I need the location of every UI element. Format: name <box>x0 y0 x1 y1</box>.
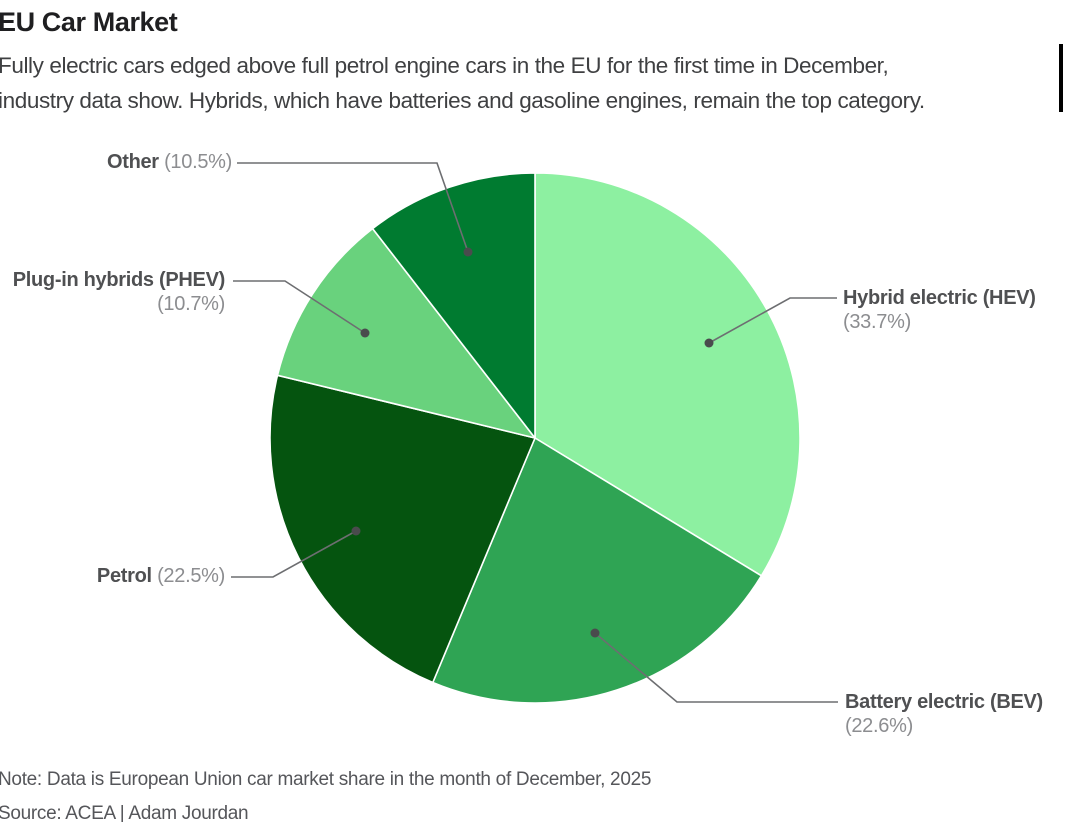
label-bev: Battery electric (BEV) (22.6%) <box>845 690 1043 738</box>
label-phev-name: Plug-in hybrids (PHEV) <box>12 269 226 291</box>
label-petrol-pct: (22.5%) <box>157 565 225 587</box>
pie-slice-phev <box>276 227 536 439</box>
pie-slice-petrol <box>269 374 536 684</box>
page-title: EU Car Market <box>0 7 178 37</box>
note-text: Note: Data is European Union car market … <box>0 769 652 790</box>
leader-dot-other <box>463 247 473 257</box>
subtitle-line-1: Fully electric cars edged above full pet… <box>0 53 889 78</box>
label-petrol-name: Petrol <box>96 565 152 587</box>
leader-dot-phev <box>360 328 370 338</box>
leader-dot-bev <box>590 628 600 638</box>
label-bev-name: Battery electric (BEV) <box>845 691 1043 713</box>
label-bev-pct: (22.6%) <box>845 715 913 737</box>
leader-line-other <box>237 162 469 253</box>
pie-slice-other <box>371 172 536 439</box>
leader-dot-petrol <box>351 526 361 536</box>
subtitle-line-2: industry data show. Hybrids, which have … <box>0 88 925 113</box>
label-phev-pct: (10.7%) <box>157 293 225 315</box>
leader-dot-hev <box>704 338 714 348</box>
leader-line-petrol <box>231 530 357 578</box>
label-hev-name: Hybrid electric (HEV) <box>843 287 1036 309</box>
source-text: Source: ACEA | Adam Jourdan <box>0 803 249 822</box>
pie-slice-hev <box>534 172 801 577</box>
label-petrol: Petrol (22.5%) <box>97 564 225 588</box>
leader-line-bev <box>594 632 838 703</box>
pie-slice-bev <box>432 437 763 704</box>
label-hev: Hybrid electric (HEV) (33.7%) <box>843 286 1036 334</box>
label-phev: Plug-in hybrids (PHEV) (10.7%) <box>12 268 226 316</box>
leader-line-hev <box>708 297 837 344</box>
leader-line-phev <box>233 280 366 334</box>
label-other: Other (10.5%) <box>107 150 232 174</box>
label-hev-pct: (33.7%) <box>843 311 911 333</box>
label-other-pct: (10.5%) <box>164 151 232 173</box>
right-edge-artifact-bar <box>1059 44 1063 112</box>
label-other-name: Other <box>106 151 159 173</box>
